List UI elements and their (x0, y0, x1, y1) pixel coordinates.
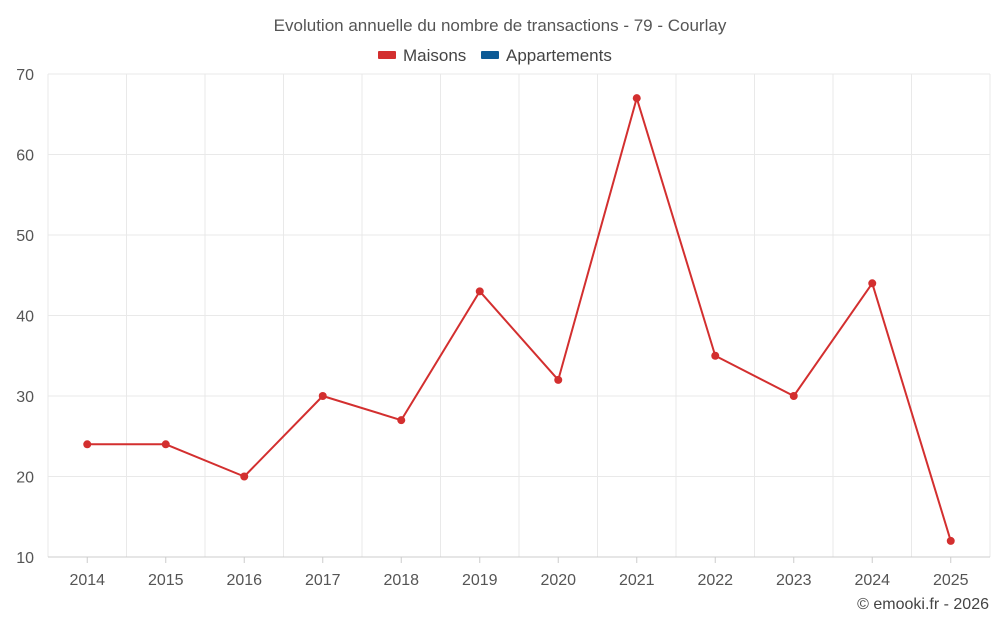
y-tick-label: 50 (16, 228, 34, 245)
x-tick-label: 2020 (540, 572, 576, 589)
x-tick-label: 2018 (383, 572, 419, 589)
y-tick-label: 10 (16, 550, 34, 567)
x-tick-label: 2024 (854, 572, 890, 589)
data-point-maisons[interactable] (868, 279, 877, 288)
data-point-maisons[interactable] (789, 392, 798, 400)
data-point-maisons[interactable] (946, 536, 955, 545)
gridlines (47, 73, 991, 557)
y-tick-label: 20 (16, 470, 34, 487)
legend-label-maisons: Maisons (403, 46, 466, 65)
x-tick-label: 2014 (69, 572, 105, 589)
data-point-maisons[interactable] (161, 440, 170, 449)
legend-item-appartements[interactable]: Appartements (481, 46, 612, 65)
data-point-maisons[interactable] (475, 287, 484, 296)
y-tick-label: 70 (16, 67, 34, 84)
axes (48, 556, 990, 563)
y-tick-label: 40 (16, 309, 34, 326)
x-tick-label: 2023 (776, 572, 812, 589)
y-tick-label: 30 (16, 389, 34, 406)
credit-text: © emooki.fr - 2026 (857, 596, 989, 613)
data-point-maisons[interactable] (83, 440, 92, 449)
data-point-maisons[interactable] (397, 416, 406, 425)
x-tick-label: 2019 (462, 572, 498, 589)
x-tick-label: 2015 (148, 572, 184, 589)
data-point-maisons[interactable] (632, 94, 641, 103)
series-line-maisons (87, 97, 952, 542)
data-point-maisons[interactable] (711, 351, 720, 360)
x-tick-label: 2025 (933, 572, 969, 589)
legend: Maisons Appartements (378, 46, 612, 65)
x-tick-label: 2017 (305, 572, 341, 589)
x-axis-ticks: 2014 2015 2016 2017 2018 2019 2020 2021 2022 2023… (69, 572, 968, 589)
data-point-maisons[interactable] (554, 375, 563, 384)
y-axis-ticks: 10 20 30 40 50 60 70 (16, 67, 34, 567)
x-tick-label: 2022 (697, 572, 733, 589)
x-tick-label: 2016 (226, 572, 262, 589)
y-tick-label: 60 (16, 148, 34, 165)
legend-label-appartements: Appartements (506, 46, 612, 65)
data-point-maisons[interactable] (318, 392, 327, 400)
legend-swatch-appartements (481, 51, 499, 59)
series-maisons (83, 94, 955, 545)
x-tick-label: 2021 (619, 572, 655, 589)
chart-title: Evolution annuelle du nombre de transact… (274, 16, 727, 35)
data-point-maisons[interactable] (240, 472, 249, 481)
legend-item-maisons[interactable]: Maisons (378, 46, 466, 65)
legend-swatch-maisons (378, 51, 396, 59)
